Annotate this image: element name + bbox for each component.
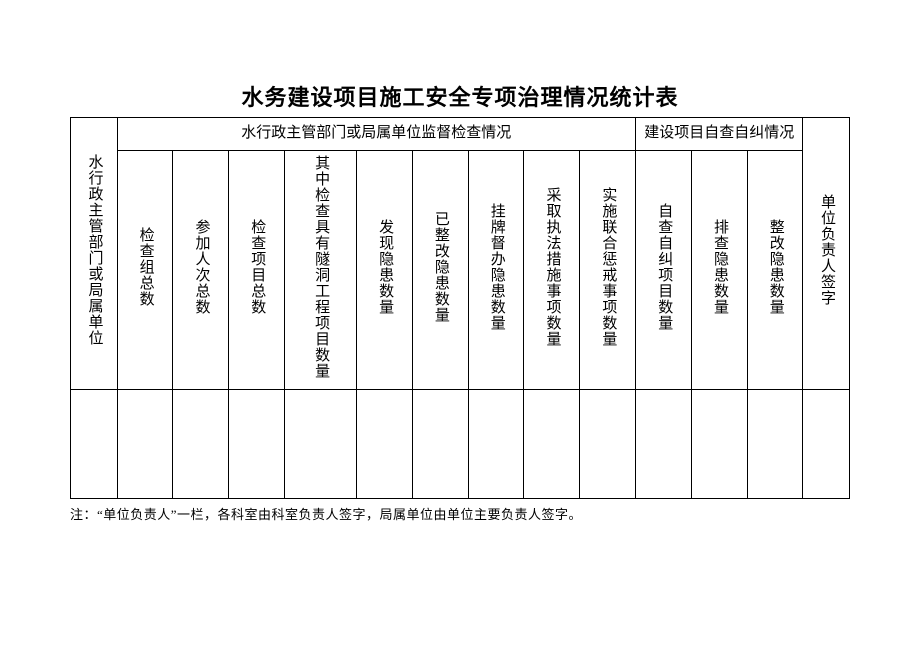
- col-g2c2: 排查隐患数量: [691, 150, 747, 390]
- col-dept: 水行政主管部门或局属单位: [71, 118, 118, 390]
- document-title: 水务建设项目施工安全专项治理情况统计表: [70, 80, 850, 112]
- cell-g1c3: [229, 390, 285, 499]
- header-row-1: 水行政主管部门或局属单位 水行政主管部门或局属单位监督检查情况 建设项目自查自纠…: [71, 118, 850, 151]
- col-g1c2: 参加人次总数: [173, 150, 229, 390]
- cell-g1c8: [524, 390, 580, 499]
- cell-g2c2: [691, 390, 747, 499]
- cell-g1c6: [412, 390, 468, 499]
- cell-g2c3: [747, 390, 803, 499]
- cell-g1c5: [356, 390, 412, 499]
- col-g1c1: 检查组总数: [117, 150, 173, 390]
- group-selfcheck: 建设项目自查自纠情况: [636, 118, 803, 151]
- group-supervision: 水行政主管部门或局属单位监督检查情况: [117, 118, 636, 151]
- header-row-2: 检查组总数 参加人次总数 检查项目总数 其中检查具有隧洞工程项目数量 发现隐患数…: [71, 150, 850, 390]
- col-g1c3: 检查项目总数: [229, 150, 285, 390]
- statistics-table: 水行政主管部门或局属单位 水行政主管部门或局属单位监督检查情况 建设项目自查自纠…: [70, 117, 850, 499]
- page-container: 水务建设项目施工安全专项治理情况统计表 水行政主管部门或局属单位 水行政主管部门…: [0, 0, 920, 543]
- footnote-text: 注：“单位负责人”一栏，各科室由科室负责人签字，局属单位由单位主要负责人签字。: [70, 504, 850, 523]
- col-g1c6: 已整改隐患数量: [412, 150, 468, 390]
- cell-g1c9: [580, 390, 636, 499]
- cell-g1c1: [117, 390, 173, 499]
- col-g2c3: 整改隐患数量: [747, 150, 803, 390]
- cell-g2c1: [636, 390, 692, 499]
- cell-dept: [71, 390, 118, 499]
- col-g1c9: 实施联合惩戒事项数量: [580, 150, 636, 390]
- col-g2c1: 自查自纠项目数量: [636, 150, 692, 390]
- col-g1c5: 发现隐患数量: [356, 150, 412, 390]
- cell-g1c4: [284, 390, 356, 499]
- cell-g1c2: [173, 390, 229, 499]
- table-row: [71, 390, 850, 499]
- cell-signature: [803, 390, 850, 499]
- col-g1c4: 其中检查具有隧洞工程项目数量: [284, 150, 356, 390]
- col-g1c8: 采取执法措施事项数量: [524, 150, 580, 390]
- col-signature: 单位负责人签字: [803, 118, 850, 390]
- col-g1c7: 挂牌督办隐患数量: [468, 150, 524, 390]
- cell-g1c7: [468, 390, 524, 499]
